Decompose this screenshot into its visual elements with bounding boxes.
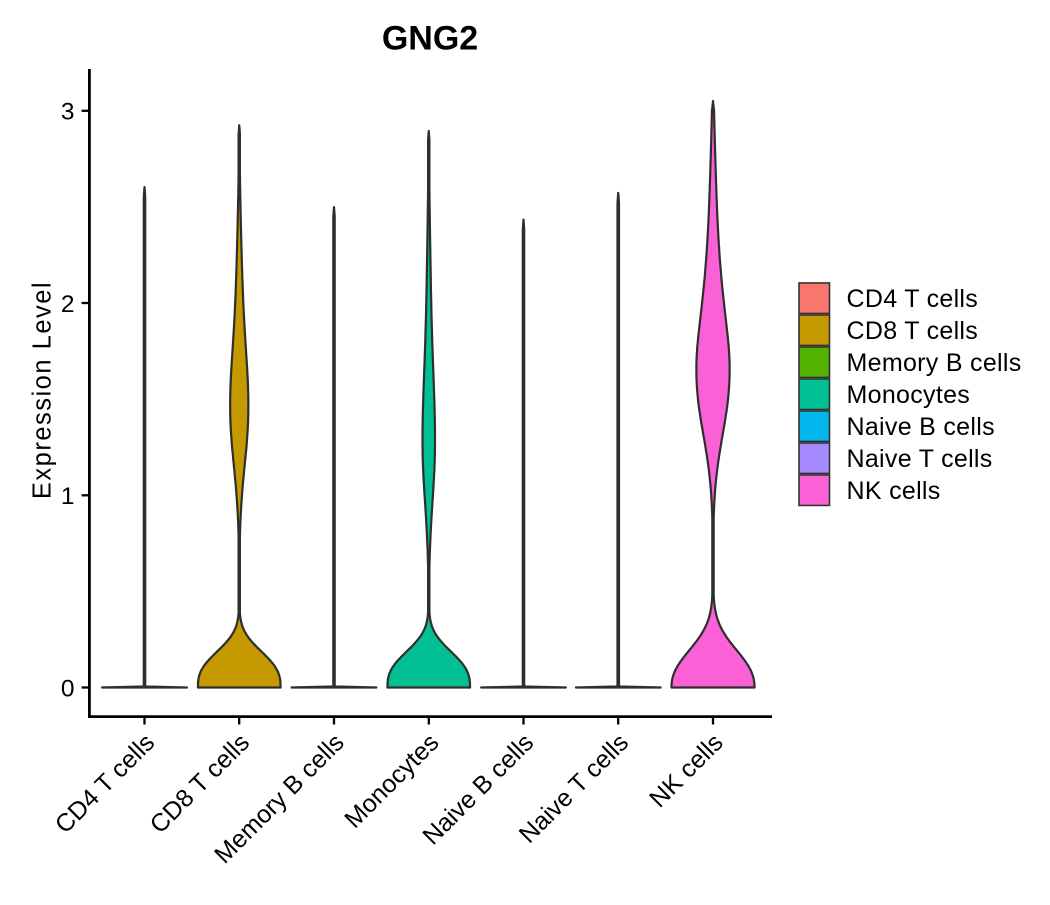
svg-text:Naive B cells: Naive B cells [847,413,995,441]
svg-text:3: 3 [61,99,75,126]
svg-text:1: 1 [61,483,75,510]
svg-text:Monocytes: Monocytes [847,381,971,409]
svg-text:GNG2: GNG2 [382,20,478,58]
svg-text:2: 2 [61,291,75,318]
svg-text:CD8 T cells: CD8 T cells [847,317,979,345]
svg-text:Expression Level: Expression Level [28,281,56,499]
svg-text:Memory B cells: Memory B cells [847,349,1022,377]
svg-text:0: 0 [61,675,75,702]
svg-text:NK cells: NK cells [847,477,941,505]
svg-text:CD4 T cells: CD4 T cells [847,285,979,313]
svg-text:Naive T cells: Naive T cells [847,445,993,473]
